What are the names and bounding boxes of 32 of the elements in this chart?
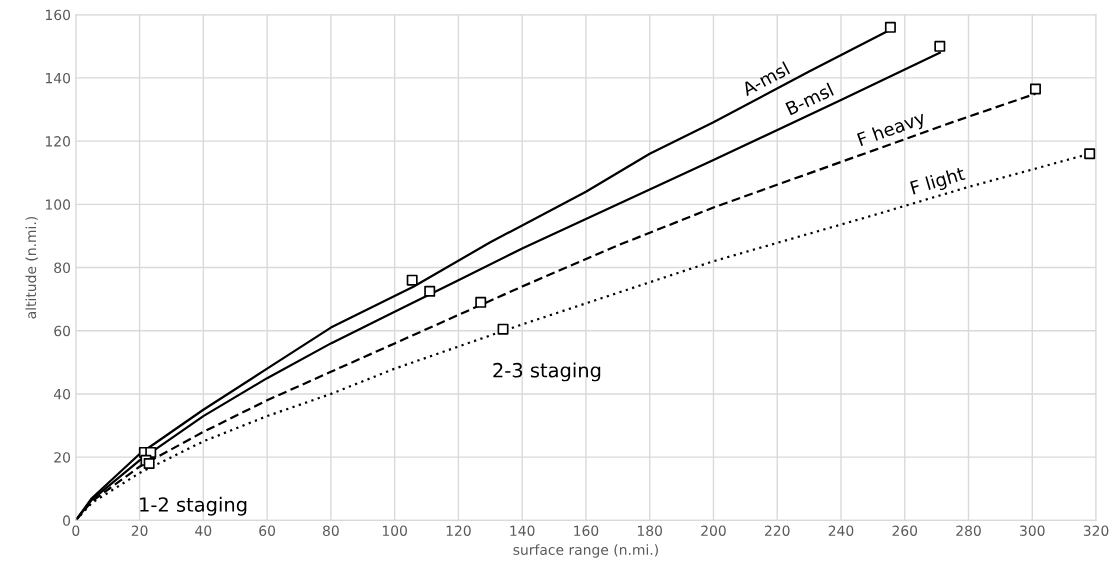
x-tick-label: 80 bbox=[322, 525, 339, 536]
annotation: 1-2 staging bbox=[140, 496, 247, 516]
y-tick-label: 160 bbox=[45, 9, 71, 21]
x-tick-label: 20 bbox=[131, 525, 148, 536]
y-tick-label: 60 bbox=[54, 325, 71, 337]
x-tick-label: 0 bbox=[72, 525, 80, 536]
x-tick-label: 180 bbox=[637, 525, 663, 536]
y-tick-label: 120 bbox=[45, 136, 71, 147]
text: F heavy bbox=[856, 110, 928, 150]
y-axis-title: altitude (n.mi.) bbox=[25, 216, 38, 319]
x-tick-label: 60 bbox=[259, 525, 276, 536]
x-tick-label: 300 bbox=[1020, 525, 1045, 536]
x-tick-label: 160 bbox=[574, 525, 599, 536]
y-tick-label: 20 bbox=[54, 452, 71, 463]
x-tick-label: 100 bbox=[382, 525, 407, 536]
x-tick-label: 140 bbox=[510, 525, 535, 536]
y-tick-label: 80 bbox=[54, 262, 71, 274]
x-tick-label: 240 bbox=[828, 525, 854, 536]
x-tick-label: 320 bbox=[1083, 525, 1109, 536]
x-tick-label: 280 bbox=[956, 525, 981, 536]
x-tick-label: 200 bbox=[701, 525, 726, 536]
x-tick-label: 260 bbox=[892, 525, 918, 536]
y-tick-label: 140 bbox=[45, 72, 71, 84]
x-tick-label: 40 bbox=[195, 525, 212, 536]
x-tick-label: 220 bbox=[764, 525, 790, 536]
x-tick-label: 120 bbox=[446, 525, 471, 536]
y-tick-label: 0 bbox=[63, 515, 71, 526]
y-tick-label: 100 bbox=[45, 199, 71, 210]
y-tick-label: 40 bbox=[53, 388, 71, 400]
annotation: 2-3 staging bbox=[493, 362, 601, 382]
x-axis-title: surface range (n.mi.) bbox=[513, 544, 658, 558]
text: F light bbox=[909, 166, 967, 199]
